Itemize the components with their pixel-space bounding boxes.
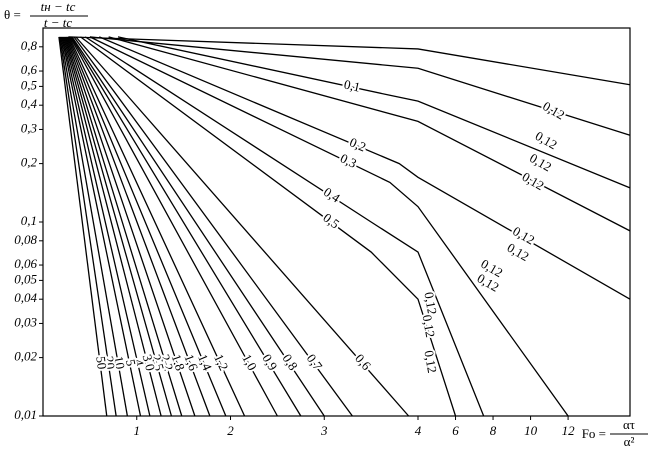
curve <box>68 36 246 417</box>
y-tick-label: 0,6 <box>21 62 38 77</box>
x-tick-label: 4 <box>415 423 422 438</box>
curve <box>59 36 117 417</box>
curve <box>68 36 631 86</box>
series-label: 2,2 <box>157 353 176 373</box>
curve <box>66 36 211 417</box>
x-tick-label: 1 <box>134 423 141 438</box>
y-tick-label: 0,4 <box>21 96 38 111</box>
y-tick-label: 0,01 <box>14 407 37 422</box>
curve <box>117 36 631 189</box>
y-tick-label: 0,8 <box>21 38 38 53</box>
series-label: 20 <box>101 355 118 370</box>
y-tick-label: 0,05 <box>14 271 37 286</box>
curve <box>80 36 457 417</box>
curve <box>89 36 631 136</box>
curve <box>65 36 196 417</box>
x-label-denominator: α² <box>624 434 635 449</box>
curve <box>63 36 173 417</box>
x-tick-label: 2 <box>227 423 234 438</box>
annotation: 0,12 <box>420 314 439 339</box>
curve <box>60 36 129 417</box>
series-label: 10 <box>111 355 128 370</box>
series-label: 1,8 <box>169 352 188 372</box>
x-label: Fo = ατ α² <box>582 417 648 449</box>
curve <box>73 36 353 417</box>
series-label: 2,5 <box>149 353 168 373</box>
y-label-denominator: t − tс <box>44 15 72 30</box>
curve <box>70 36 302 417</box>
curve <box>64 36 183 417</box>
y-tick-label: 0,02 <box>14 349 37 364</box>
curve <box>108 36 631 232</box>
x-label-numerator: ατ <box>623 417 635 432</box>
curve <box>58 36 108 417</box>
x-label-lhs: Fo = <box>582 426 606 441</box>
x-tick-label: 8 <box>490 423 497 438</box>
y-tick-label: 0,03 <box>14 314 37 329</box>
curve <box>62 36 162 417</box>
x-tick-label: 6 <box>452 423 459 438</box>
x-tick-label: 12 <box>562 423 576 438</box>
y-label-numerator: tн − tс <box>41 0 76 14</box>
y-tick-label: 0,06 <box>14 256 37 271</box>
series-label: 0,1 <box>343 77 362 95</box>
y-tick-label: 0,04 <box>14 290 37 305</box>
y-tick-label: 0,5 <box>21 77 38 92</box>
series-label: 3,0 <box>140 353 159 372</box>
x-tick-label: 3 <box>320 423 328 438</box>
curve <box>69 36 278 417</box>
annotation: 0,12 <box>421 349 440 374</box>
y-label: θ = tн − tс t − tс <box>4 0 88 30</box>
curve <box>62 36 151 417</box>
y-tick-label: 0,3 <box>21 120 38 135</box>
curve <box>61 36 142 417</box>
x-tick-label: 10 <box>524 423 538 438</box>
series-label: 50 <box>93 355 110 370</box>
y-tick-label: 0,2 <box>21 155 38 170</box>
curve <box>67 36 227 417</box>
curve <box>71 36 325 417</box>
curve <box>98 36 631 300</box>
y-tick-label: 0,08 <box>14 232 37 247</box>
y-tick-label: 0,1 <box>21 213 37 228</box>
curve <box>89 36 569 417</box>
curve <box>84 36 485 417</box>
curve <box>75 36 410 417</box>
y-label-lhs: θ = <box>4 7 21 22</box>
annotation: 0,12 <box>421 291 440 316</box>
